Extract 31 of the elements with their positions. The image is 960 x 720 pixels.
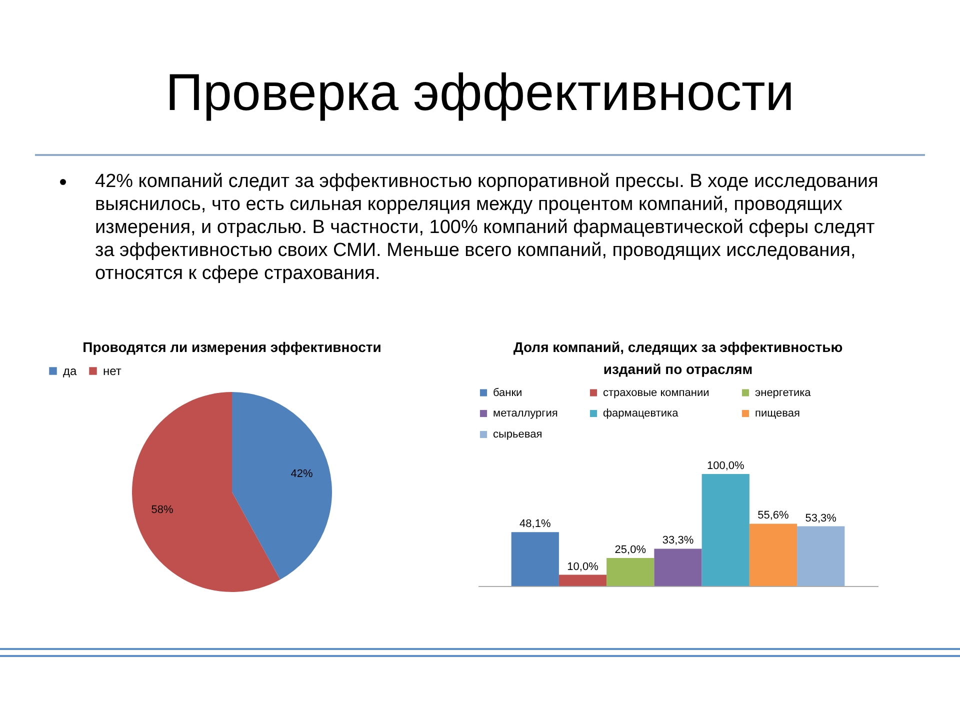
bar	[558, 574, 607, 586]
data-label: 55,6%	[758, 510, 790, 522]
legend-label: банки	[493, 386, 522, 399]
legend-label: да	[63, 364, 77, 378]
bar	[797, 526, 845, 586]
data-label: 48,1%	[520, 518, 551, 530]
legend-label: фармацевтика	[603, 408, 680, 420]
legend-label: энергетика	[755, 386, 812, 399]
data-label: 42%	[290, 468, 313, 480]
pie-slice	[232, 392, 332, 580]
legend-label: сырьевая	[493, 428, 542, 440]
legend-label: нет	[103, 364, 122, 378]
bar	[511, 532, 559, 586]
chart-title: Проводятся ли измерения эффективности	[82, 339, 382, 355]
legend-label: металлургия	[493, 408, 558, 420]
bar	[606, 558, 654, 586]
bar	[702, 474, 750, 586]
bar	[749, 524, 798, 586]
chart-title: Доля компаний, следящих за эффективностью изданий по отраслям	[513, 339, 843, 377]
data-label: 33,3%	[662, 534, 694, 547]
legend-label: пищевая	[755, 408, 800, 420]
text: 42% компаний следит за эффективностью корпоративной прессы. В ходе исследования выяснилось, что есть сильная корреляция между процентом компаний, проводящих измерения, и отраслью. В частности, 100% компаний фармацевтической сферы следят за эффективностью своих СМИ. Меньше всего компаний, проводящих исследования, относятся к сфере страхования.	[95, 170, 880, 285]
data-label: 100,0%	[706, 460, 744, 472]
legend-label: страховые компании	[603, 386, 710, 399]
pie-slice	[132, 392, 280, 592]
data-label: 10,0%	[567, 560, 599, 573]
text: Проверка эффективности	[164, 63, 796, 124]
data-label: 58%	[151, 504, 174, 516]
data-label: 53,3%	[805, 512, 837, 524]
bar	[654, 548, 702, 586]
data-label: 25,0%	[614, 544, 646, 556]
